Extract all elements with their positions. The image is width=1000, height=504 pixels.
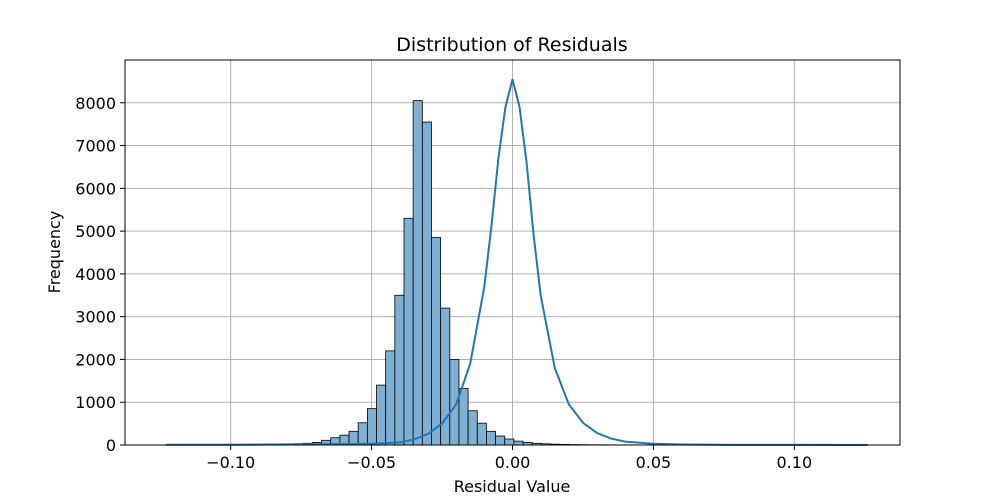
y-axis-ticks: 0 1000 2000 3000 4000 5000 6000 7000 8000 [75, 94, 125, 455]
x-axis-label: Residual Value [454, 477, 571, 496]
y-tick-label: 4000 [75, 265, 116, 284]
histogram-bar [386, 351, 395, 445]
histogram-bar [496, 436, 505, 445]
histogram-bar [404, 218, 413, 445]
histogram-bar [422, 122, 431, 445]
histogram-bar [377, 385, 386, 445]
x-tick-label: −0.05 [347, 453, 396, 472]
x-axis-ticks: −0.10 −0.05 0.00 0.05 0.10 [206, 445, 812, 472]
y-tick-label: 6000 [75, 179, 116, 198]
y-tick-label: 5000 [75, 222, 116, 241]
y-tick-label: 0 [106, 436, 116, 455]
histogram-bar [367, 409, 376, 445]
histogram-bar [358, 423, 367, 445]
y-tick-label: 2000 [75, 350, 116, 369]
histogram-bar [459, 389, 468, 445]
histogram-bar [505, 439, 514, 445]
histogram-bar [413, 101, 422, 445]
x-tick-label: 0.10 [777, 453, 813, 472]
histogram-bar [431, 238, 440, 445]
y-tick-label: 3000 [75, 308, 116, 327]
chart-title: Distribution of Residuals [396, 34, 627, 56]
x-tick-label: 0.05 [636, 453, 672, 472]
histogram-bar [468, 411, 477, 445]
histogram-bar [477, 423, 486, 445]
x-tick-label: 0.00 [495, 453, 531, 472]
histogram-bar [395, 295, 404, 445]
y-axis-label: Frequency [45, 211, 64, 294]
y-tick-label: 7000 [75, 137, 116, 156]
y-tick-label: 1000 [75, 393, 116, 412]
histogram-bar [514, 441, 523, 445]
y-tick-label: 8000 [75, 94, 116, 113]
histogram-bar [486, 431, 495, 445]
x-tick-label: −0.10 [206, 453, 255, 472]
